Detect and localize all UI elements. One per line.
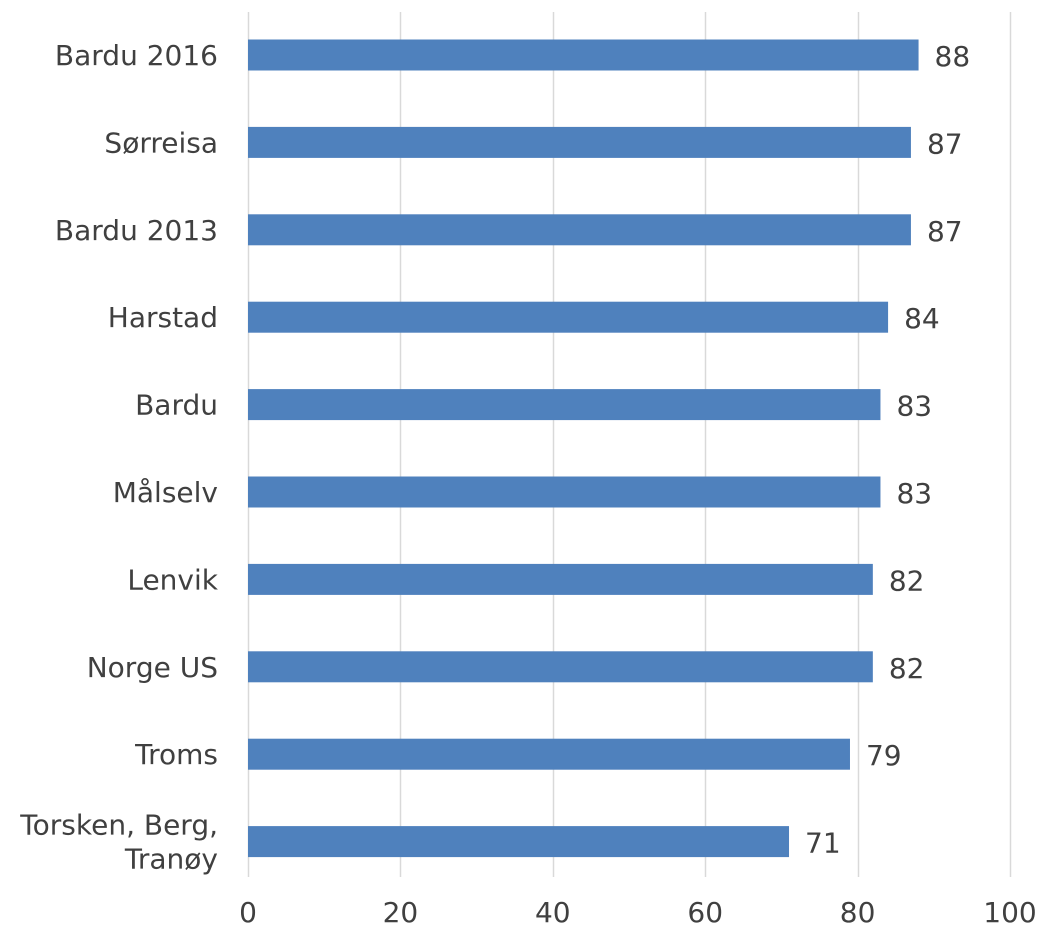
data-label: 82 <box>889 652 925 685</box>
data-label: 87 <box>927 215 963 248</box>
category-label: Harstad <box>108 301 218 334</box>
bar <box>248 301 889 333</box>
data-label: 79 <box>866 739 902 772</box>
x-tick-label: 60 <box>687 896 723 929</box>
x-tick-label: 100 <box>983 896 1036 929</box>
category-label-line: Bardu <box>135 389 218 422</box>
category-label: Troms <box>134 738 218 771</box>
bar <box>248 476 881 508</box>
data-label: 88 <box>935 40 971 73</box>
data-labels: 88 87 87 84 83 83 82 82 79 71 <box>805 40 970 860</box>
category-label: Bardu 2016 <box>55 39 218 72</box>
bars <box>248 39 919 858</box>
category-label: Målselv <box>113 476 218 509</box>
x-tick-label: 0 <box>239 896 257 929</box>
bar <box>248 651 873 683</box>
category-label-line: Sørreisa <box>104 126 218 159</box>
data-label: 71 <box>805 827 841 860</box>
bar <box>248 389 881 421</box>
category-label-line: Harstad <box>108 301 218 334</box>
x-tick-label: 40 <box>535 896 571 929</box>
category-label: Bardu 2013 <box>55 214 218 247</box>
data-label: 87 <box>927 127 963 160</box>
category-label-line: Norge US <box>87 651 218 684</box>
category-label-line: Bardu 2016 <box>55 39 218 72</box>
category-labels: Bardu 2016 Sørreisa Bardu 2013 Harstad Bardu… <box>19 39 218 876</box>
bar <box>248 563 873 595</box>
data-label: 84 <box>904 302 940 335</box>
bar <box>248 738 850 770</box>
category-label: Norge US <box>87 651 218 684</box>
category-label-line: Lenvik <box>127 563 218 596</box>
category-label-line: Tranøy <box>124 843 218 876</box>
x-tick-label: 20 <box>383 896 419 929</box>
x-axis-tick-labels: 0 20 40 60 80 100 <box>239 896 1037 929</box>
category-label: Lenvik <box>127 563 218 596</box>
category-label: Bardu <box>135 389 218 422</box>
bar <box>248 214 911 246</box>
bar <box>248 126 911 158</box>
data-label: 83 <box>896 390 932 423</box>
x-tick-label: 80 <box>840 896 876 929</box>
category-label-line: Målselv <box>113 476 218 509</box>
bar <box>248 826 790 858</box>
category-label: Torsken, Berg, Tranøy <box>19 809 218 876</box>
category-label-line: Bardu 2013 <box>55 214 218 247</box>
data-label: 82 <box>889 564 925 597</box>
bar <box>248 39 919 71</box>
category-label-line: Troms <box>134 738 218 771</box>
category-label-line: Torsken, Berg, <box>19 809 218 842</box>
category-label: Sørreisa <box>104 126 218 159</box>
data-label: 83 <box>896 477 932 510</box>
